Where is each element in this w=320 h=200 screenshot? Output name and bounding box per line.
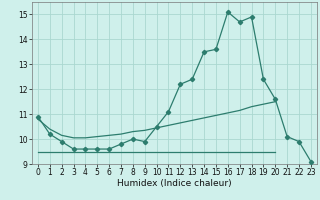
X-axis label: Humidex (Indice chaleur): Humidex (Indice chaleur) (117, 179, 232, 188)
